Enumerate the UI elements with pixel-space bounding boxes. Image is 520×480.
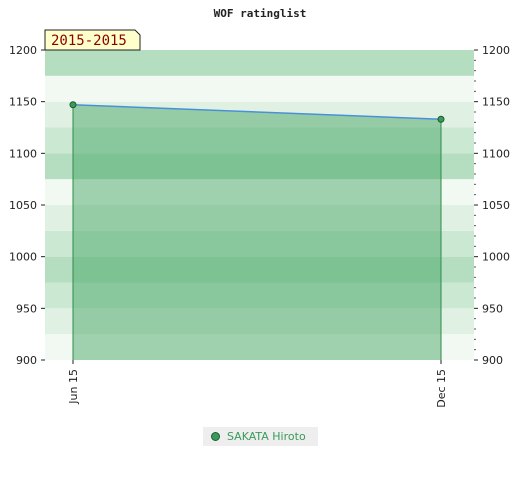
y-tick-label-right: 1050 [482,199,510,212]
series-area-layer [73,105,441,360]
y-tick-label-right: 1200 [482,44,510,57]
data-point [70,102,76,108]
y-tick-label-right: 950 [482,302,503,315]
y-tick-label-left: 1150 [9,96,37,109]
y-tick-label-right: 900 [482,354,503,367]
range-badge: 2015-2015 [45,30,140,50]
background-band [45,76,474,102]
x-tick-label: Jun 15 [67,369,80,405]
y-tick-label-left: 1050 [9,199,37,212]
legend-marker [211,432,220,441]
y-tick-label-right: 1100 [482,147,510,160]
y-tick-label-left: 950 [16,302,37,315]
range-label: 2015-2015 [51,33,127,49]
chart-title: WOF ratinglist [214,7,307,20]
y-tick-label-left: 1100 [9,147,37,160]
y-tick-label-left: 1200 [9,44,37,57]
background-band [45,50,474,76]
y-tick-label-right: 1150 [482,96,510,109]
legend-label-series: SAKATA Hiroto [227,430,306,443]
series-area [73,105,441,360]
y-tick-label-left: 1000 [9,251,37,264]
data-point [438,116,444,122]
y-tick-label-left: 900 [16,354,37,367]
legend: SAKATA Hiroto [203,427,318,446]
y-tick-label-right: 1000 [482,251,510,264]
x-tick-label: Dec 15 [435,369,448,408]
